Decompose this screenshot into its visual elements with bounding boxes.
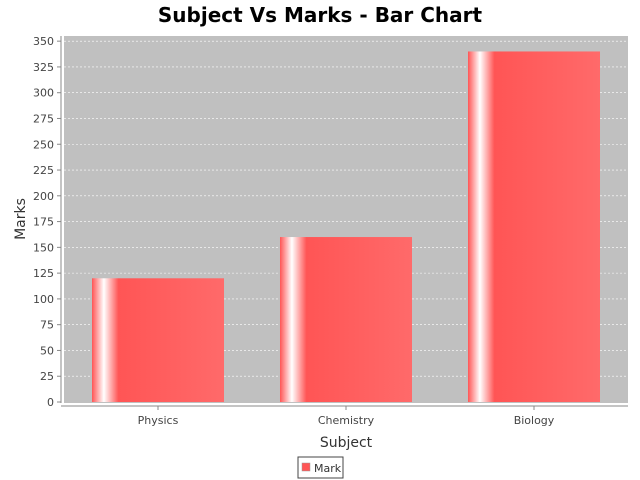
x-ticks: Physics Chemistry Biology [138, 406, 555, 427]
y-tick-label: 150 [33, 241, 54, 254]
legend: Mark [297, 456, 344, 479]
y-tick-label: 225 [33, 164, 54, 177]
y-tick-label: 125 [33, 267, 54, 280]
bars [92, 51, 600, 403]
x-tick-label: Physics [138, 414, 179, 427]
legend-box [297, 456, 344, 479]
y-tick-label: 50 [40, 344, 54, 357]
y-tick-label: 175 [33, 216, 54, 229]
legend-label: Mark [314, 462, 342, 475]
x-axis-label: Subject [320, 435, 373, 451]
y-ticks: 0 25 50 75 100 125 150 175 200 225 250 275 300 325 350 [33, 35, 61, 409]
bar-physics [92, 278, 224, 402]
y-tick-label: 325 [33, 61, 54, 74]
y-tick-label: 200 [33, 190, 54, 203]
chart-title: Subject Vs Marks - Bar Chart [158, 3, 483, 27]
y-tick-label: 350 [33, 35, 54, 48]
bar-chemistry [280, 237, 412, 402]
y-tick-label: 275 [33, 112, 54, 125]
bar-biology [468, 51, 600, 403]
y-tick-label: 300 [33, 87, 54, 100]
y-tick-label: 25 [40, 370, 54, 383]
x-tick-label: Biology [514, 414, 555, 427]
legend-swatch [301, 462, 311, 472]
y-tick-label: 75 [40, 319, 54, 332]
y-tick-label: 0 [47, 396, 54, 409]
y-tick-label: 250 [33, 138, 54, 151]
x-tick-label: Chemistry [318, 414, 375, 427]
y-tick-label: 100 [33, 293, 54, 306]
y-axis-label: Marks [13, 198, 29, 240]
